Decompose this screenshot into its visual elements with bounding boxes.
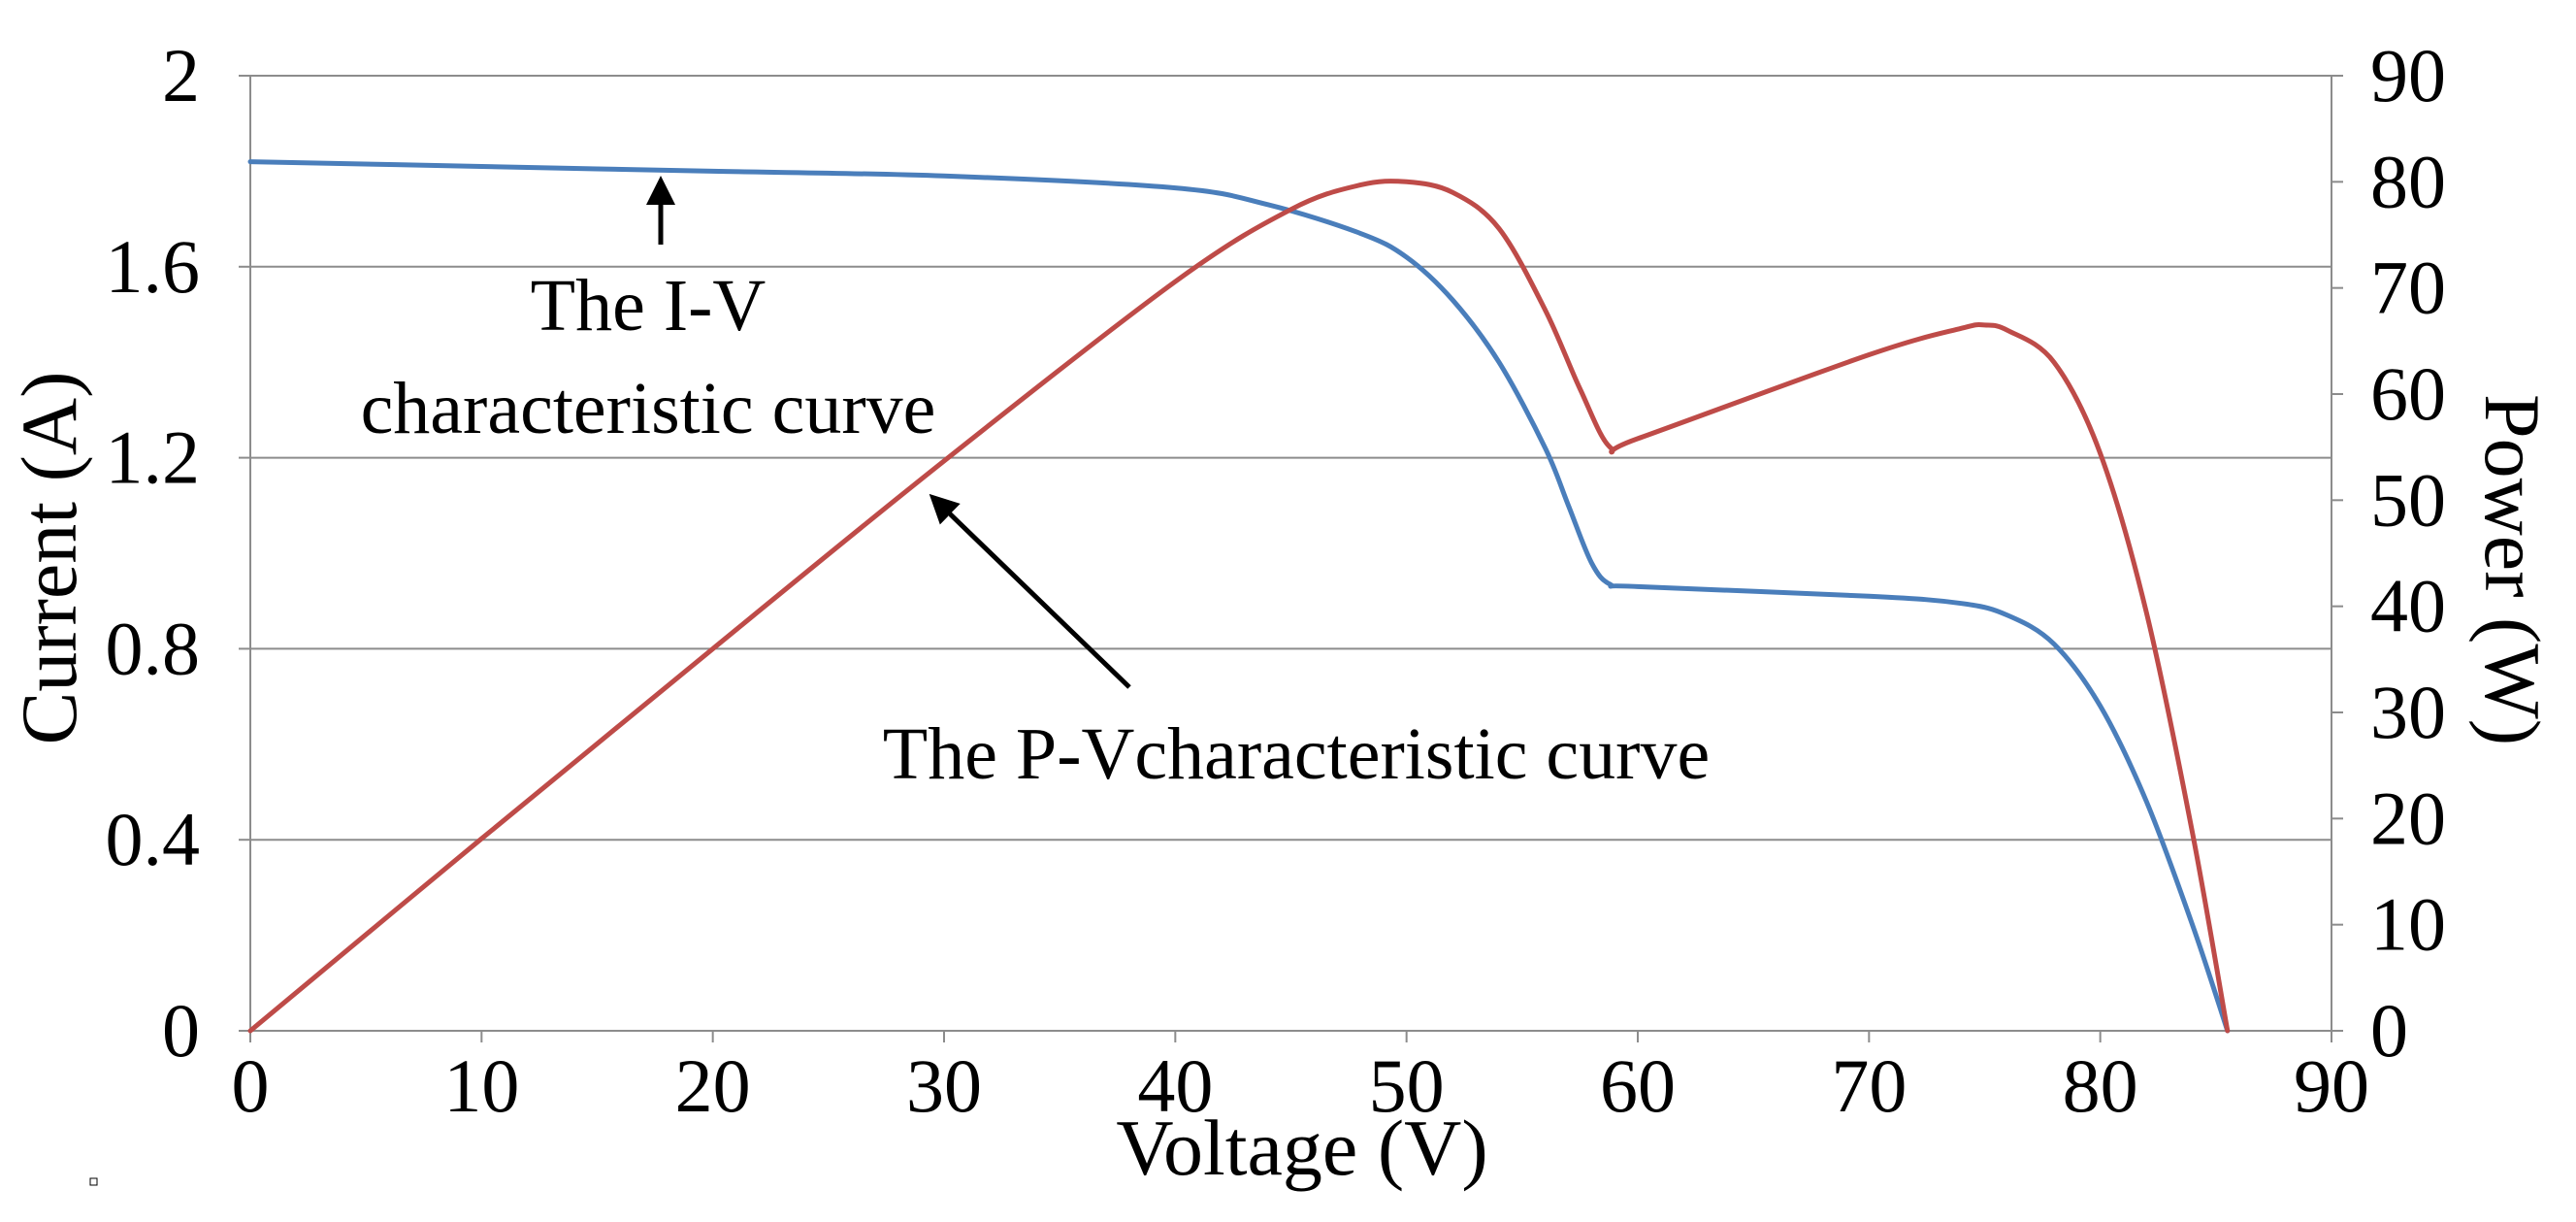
x-tick-label: 30 bbox=[906, 1043, 982, 1128]
iv-annotation-line-1: The I-V bbox=[531, 265, 766, 347]
x-tick-label: 40 bbox=[1137, 1043, 1213, 1128]
y-tick-label: 0 bbox=[162, 988, 200, 1073]
iv-annotation-line-2: characteristic curve bbox=[361, 368, 936, 449]
x-tick-label: 70 bbox=[1831, 1043, 1907, 1128]
x-axis-title: Voltage (V) bbox=[1116, 1104, 1487, 1192]
y2-tick-label: 20 bbox=[2370, 776, 2446, 860]
y-tick-label: 0.8 bbox=[106, 606, 201, 690]
tick-labels: 0 10 20 30 40 50 60 70 80 9000.40.81.21.620102030… bbox=[106, 33, 2447, 1128]
y2-tick-label: 0 bbox=[2370, 988, 2408, 1073]
x-tick-label: 50 bbox=[1369, 1043, 1445, 1128]
x-tick-label: 20 bbox=[675, 1043, 751, 1128]
x-tick-label: 90 bbox=[2294, 1043, 2369, 1128]
iv-curve-line bbox=[247, 159, 2231, 1034]
x-tick-label: 80 bbox=[2063, 1043, 2138, 1128]
y2-tick-label: 50 bbox=[2370, 457, 2446, 542]
y-tick-label: 0.4 bbox=[106, 797, 201, 881]
x-tick-label: 60 bbox=[1600, 1043, 1676, 1128]
y2-tick-label: 70 bbox=[2370, 246, 2446, 330]
pv-curve-line bbox=[247, 179, 2231, 1034]
plot-frame bbox=[239, 75, 2343, 1042]
x-tick-label: 10 bbox=[443, 1043, 519, 1128]
y-tick-label: 1.2 bbox=[106, 415, 201, 500]
y2-tick-label: 40 bbox=[2370, 564, 2446, 648]
y2-tick-label: 30 bbox=[2370, 670, 2446, 754]
corner-mark bbox=[89, 1177, 98, 1186]
y2-axis-title: Power (W) bbox=[2468, 394, 2557, 745]
y2-tick-label: 90 bbox=[2370, 33, 2446, 117]
y-axis-title: Current (A) bbox=[5, 372, 93, 745]
y2-tick-label: 60 bbox=[2370, 351, 2446, 436]
gridlines bbox=[250, 75, 2331, 842]
annotations: The I-V characteristic curve The P-Vchar… bbox=[361, 176, 1710, 795]
y-tick-label: 1.6 bbox=[106, 224, 201, 309]
y2-tick-label: 10 bbox=[2370, 882, 2446, 967]
x-tick-label: 0 bbox=[232, 1043, 270, 1128]
y2-tick-label: 80 bbox=[2370, 139, 2446, 223]
pv-annotation-arrow bbox=[929, 493, 1131, 689]
pv-annotation-text: The P-Vcharacteristic curve bbox=[883, 713, 1710, 795]
y-tick-label: 2 bbox=[162, 33, 200, 117]
series-lines bbox=[247, 159, 2231, 1034]
